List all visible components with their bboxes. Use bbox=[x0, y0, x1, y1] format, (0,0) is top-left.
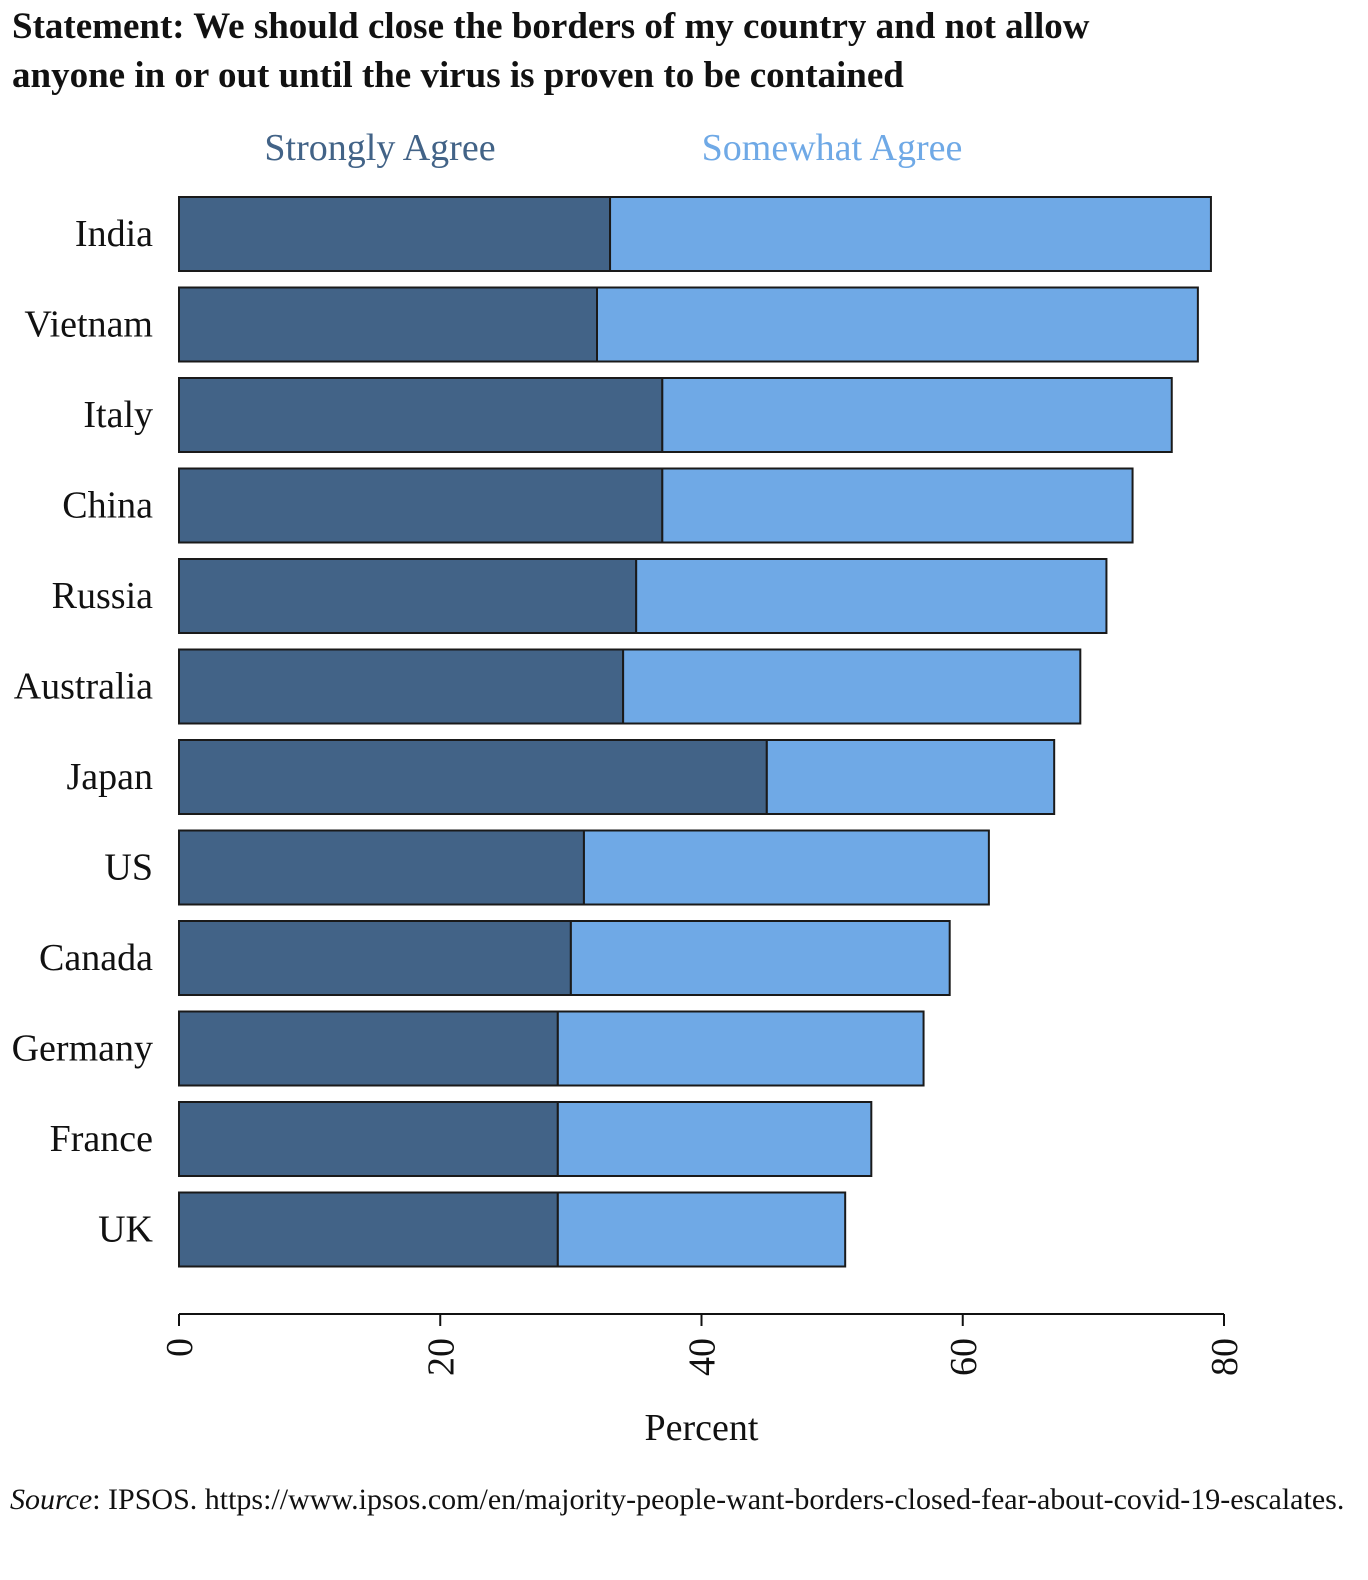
legend-label-somewhat-agree: Somewhat Agree bbox=[702, 127, 963, 169]
bar-russia-somewhat-agree bbox=[635, 558, 1108, 634]
legend: Strongly Agree Somewhat Agree bbox=[264, 127, 962, 169]
bar-india-strongly-agree bbox=[178, 196, 612, 272]
bar-japan-somewhat-agree bbox=[765, 739, 1056, 815]
bar-italy-somewhat-agree bbox=[661, 377, 1173, 453]
source-label: Source bbox=[10, 1483, 93, 1516]
category-label-us: US bbox=[104, 847, 153, 889]
bar-india-somewhat-agree bbox=[609, 196, 1212, 272]
category-label-france: France bbox=[50, 1118, 153, 1160]
category-label-canada: Canada bbox=[39, 937, 153, 979]
bars bbox=[178, 196, 1212, 1268]
chart-title: Statement: We should close the borders o… bbox=[12, 2, 1352, 100]
x-tick-label-40: 40 bbox=[682, 1338, 724, 1376]
bar-canada-strongly-agree bbox=[178, 920, 572, 996]
x-tick-label-80: 80 bbox=[1204, 1338, 1246, 1376]
bar-italy-strongly-agree bbox=[178, 377, 664, 453]
bar-russia-strongly-agree bbox=[178, 558, 638, 634]
x-axis-title: Percent bbox=[645, 1407, 759, 1449]
x-tick-label-20: 20 bbox=[420, 1338, 462, 1376]
bar-japan-strongly-agree bbox=[178, 739, 768, 815]
bar-uk-strongly-agree bbox=[178, 1191, 559, 1268]
category-label-china: China bbox=[62, 485, 153, 527]
category-label-germany: Germany bbox=[12, 1028, 153, 1070]
bar-china-somewhat-agree bbox=[661, 467, 1134, 544]
bar-australia-strongly-agree bbox=[178, 648, 625, 725]
category-label-uk: UK bbox=[98, 1209, 153, 1251]
bar-france-somewhat-agree bbox=[556, 1101, 873, 1177]
x-tick-label-0: 0 bbox=[159, 1338, 201, 1357]
category-label-italy: Italy bbox=[83, 394, 153, 436]
source-note: Source: IPSOS. https://www.ipsos.com/en/… bbox=[10, 1474, 1360, 1526]
bar-uk-somewhat-agree bbox=[556, 1191, 847, 1268]
bar-vietnam-somewhat-agree bbox=[596, 286, 1199, 363]
stacked-bar-chart: Strongly Agree Somewhat Agree India Vietna… bbox=[12, 127, 1246, 1449]
category-label-india: India bbox=[75, 213, 153, 255]
category-label-japan: Japan bbox=[66, 756, 153, 798]
bar-china-strongly-agree bbox=[178, 467, 664, 544]
chart-title-line-1: Statement: We should close the borders o… bbox=[12, 6, 1090, 47]
category-labels: India Vietnam Italy China Russia Australia Jap… bbox=[12, 213, 154, 1251]
bar-france-strongly-agree bbox=[178, 1101, 559, 1177]
legend-label-strongly-agree: Strongly Agree bbox=[264, 127, 495, 169]
category-label-vietnam: Vietnam bbox=[24, 304, 153, 346]
category-label-russia: Russia bbox=[52, 575, 153, 617]
category-label-australia: Australia bbox=[14, 666, 153, 708]
source-text: : IPSOS. https://www.ipsos.com/en/majori… bbox=[92, 1483, 1345, 1516]
bar-germany-somewhat-agree bbox=[556, 1010, 925, 1087]
x-axis: 0 20 40 60 80 Percent bbox=[159, 1313, 1246, 1449]
x-tick-label-60: 60 bbox=[943, 1338, 985, 1376]
bar-us-strongly-agree bbox=[178, 829, 585, 906]
bar-vietnam-strongly-agree bbox=[178, 286, 598, 363]
bar-australia-somewhat-agree bbox=[622, 648, 1082, 725]
bar-germany-strongly-agree bbox=[178, 1010, 559, 1087]
bar-canada-somewhat-agree bbox=[569, 920, 951, 996]
bar-us-somewhat-agree bbox=[582, 829, 990, 906]
chart-title-line-2: anyone in or out until the virus is prov… bbox=[12, 55, 904, 96]
